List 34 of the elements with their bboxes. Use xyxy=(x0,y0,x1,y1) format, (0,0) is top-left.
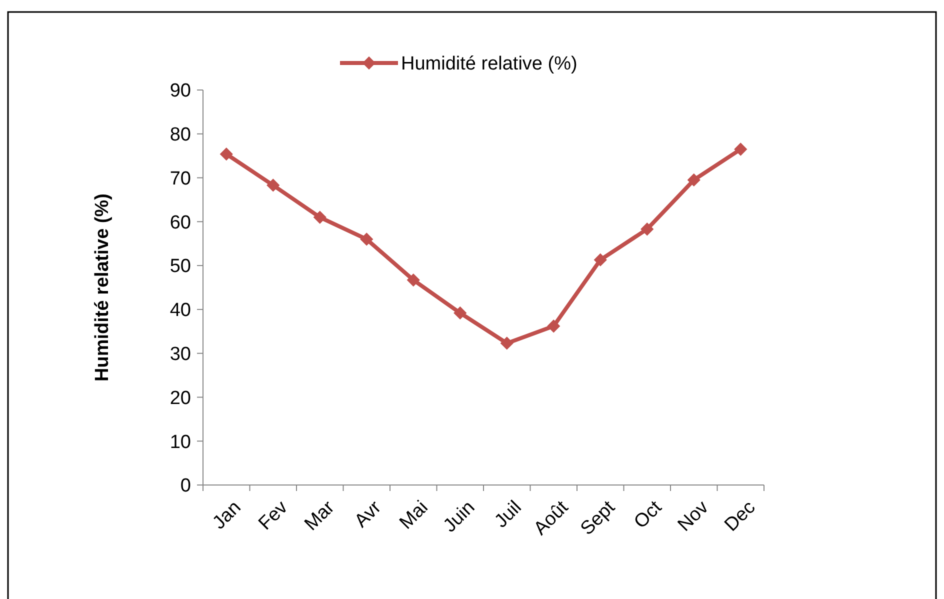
y-tick-label: 30 xyxy=(170,344,191,365)
y-tick-label: 80 xyxy=(170,124,191,146)
x-tick-label: Juin xyxy=(440,497,480,537)
point xyxy=(500,336,514,350)
x-tick-label: Mai xyxy=(396,497,432,534)
x-tick-label: Juil xyxy=(490,497,526,532)
y-tick-label: 10 xyxy=(170,432,191,453)
x-tick-label: Fev xyxy=(254,496,292,534)
point xyxy=(360,232,374,246)
point xyxy=(594,253,607,266)
point xyxy=(454,306,467,320)
legend-label: Humidité relative (%) xyxy=(401,54,578,75)
y-tick-label: 0 xyxy=(180,476,191,497)
y-axis-title: Humidité relative (%) xyxy=(92,194,113,382)
x-tick-label: Oct xyxy=(630,496,667,533)
y-tick-label: 50 xyxy=(170,256,191,278)
x-tick-label: Avr xyxy=(350,496,386,532)
point xyxy=(640,222,654,236)
y-tick-label: 70 xyxy=(170,168,191,190)
point xyxy=(406,273,420,287)
y-tick-label: 40 xyxy=(170,300,191,322)
point xyxy=(266,178,280,192)
point xyxy=(734,142,748,156)
x-tick-label: Mar xyxy=(300,496,340,536)
x-tick-label: Jan xyxy=(208,497,246,534)
x-tick-label: Nov xyxy=(674,496,714,536)
y-tick-label: 90 xyxy=(170,80,191,102)
point xyxy=(547,320,560,333)
point xyxy=(687,173,700,187)
point xyxy=(220,148,233,161)
y-tick-label: 20 xyxy=(170,388,191,409)
x-tick-label: Dec xyxy=(720,497,760,536)
point xyxy=(313,210,326,224)
y-tick-label: 60 xyxy=(170,212,191,234)
